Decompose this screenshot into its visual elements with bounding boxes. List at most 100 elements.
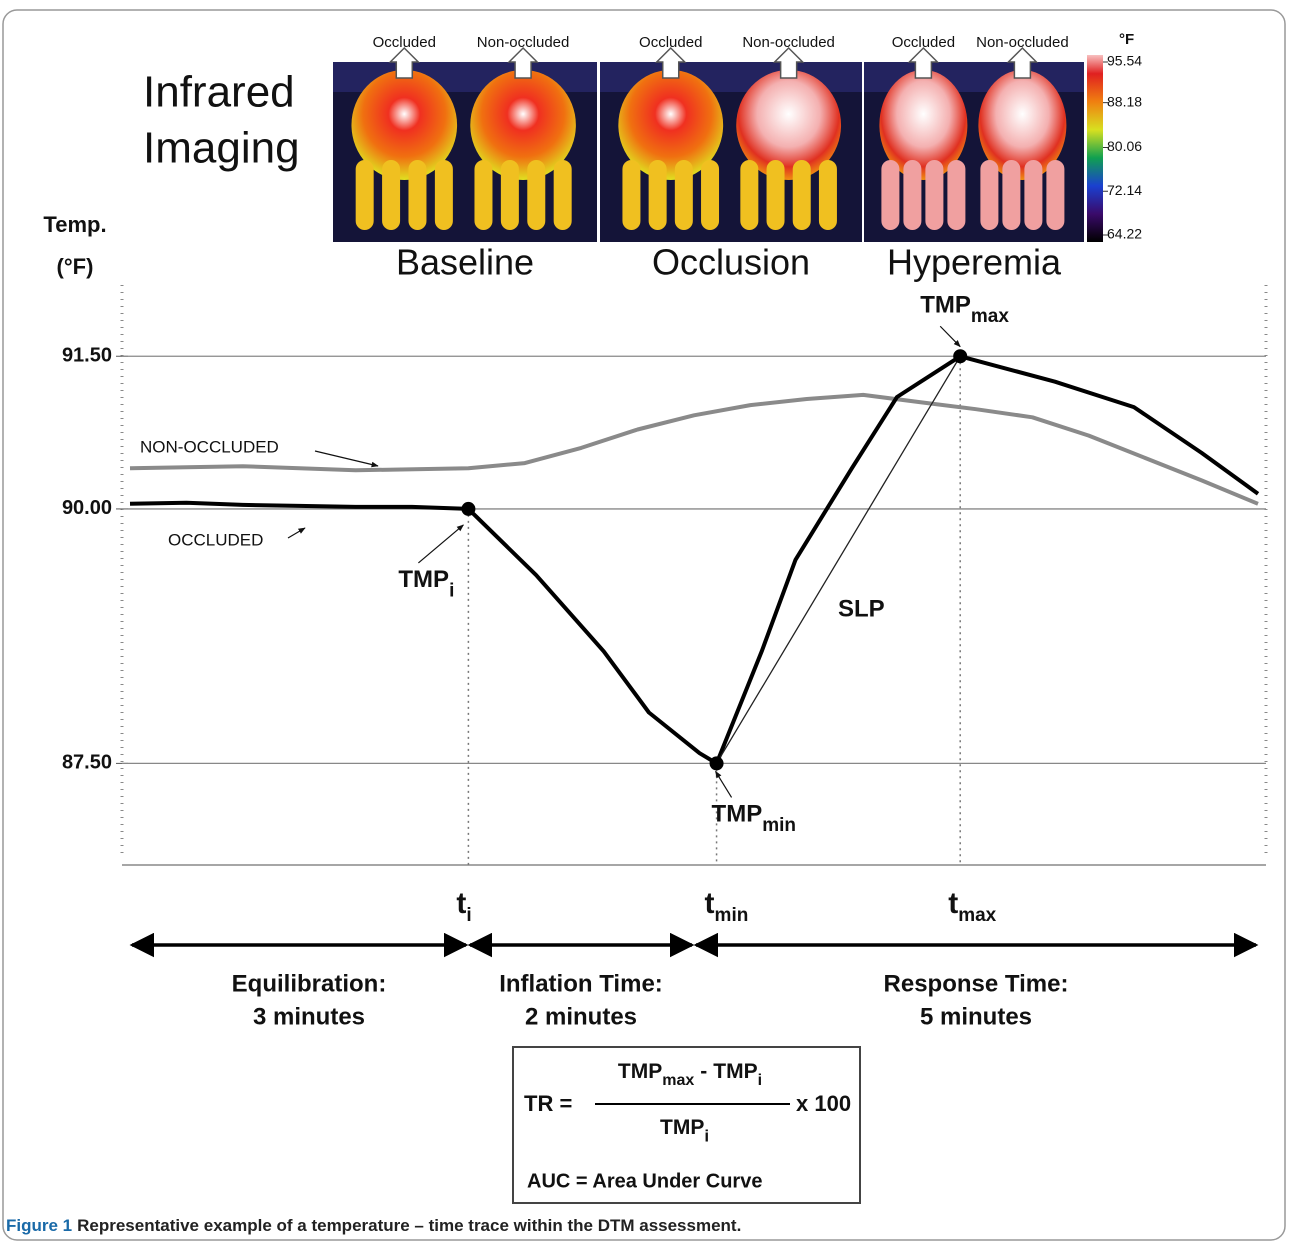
- caption-label: Figure 1: [6, 1216, 72, 1235]
- panel-label: Hyperemia: [887, 242, 1062, 283]
- point-marker: [709, 756, 724, 771]
- label-pointer: [314, 450, 379, 468]
- palm: [351, 70, 458, 180]
- point-pointer: [418, 524, 464, 564]
- time-label-sub: i: [466, 905, 471, 926]
- time-label: ti: [456, 887, 471, 926]
- point-marker: [461, 501, 476, 516]
- infrared-title: Imaging: [143, 124, 300, 173]
- side-label: Non-occluded: [976, 34, 1069, 51]
- slope-line: [716, 355, 961, 764]
- finger: [622, 160, 641, 230]
- time-label: tmin: [705, 887, 749, 926]
- time-label-sub: min: [715, 905, 749, 926]
- hand: [879, 70, 968, 230]
- colorbar-tick-label: 95.54: [1107, 53, 1142, 69]
- arrow-up: [772, 46, 805, 79]
- finger: [903, 160, 922, 230]
- phase-label: 3 minutes: [253, 1003, 365, 1030]
- colorbar-tick-label: 72.14: [1107, 182, 1142, 198]
- series-label: NON-OCCLUDED: [140, 437, 279, 456]
- time-label-main: t: [705, 887, 715, 920]
- finger: [527, 160, 546, 230]
- hand: [978, 70, 1067, 230]
- y-axis-label: (°F): [57, 254, 94, 279]
- palm: [736, 70, 842, 180]
- formula-numerator: TMPmax - TMPi: [618, 1060, 762, 1090]
- colorbar-unit: °F: [1119, 31, 1134, 48]
- finger: [980, 160, 999, 230]
- series-line: [129, 392, 1259, 506]
- point-label: TMPi: [398, 566, 454, 601]
- finger: [355, 160, 374, 230]
- time-label: tmax: [948, 887, 996, 926]
- finger: [382, 160, 401, 230]
- point-label-main: TMP: [920, 292, 971, 319]
- finger: [434, 160, 453, 230]
- finger: [925, 160, 944, 230]
- time-label-sub: max: [958, 905, 996, 926]
- arrow-up: [507, 46, 539, 79]
- y-tick-label: 87.50: [62, 752, 112, 774]
- hand: [470, 70, 576, 230]
- formula-lhs: TR =: [524, 1091, 572, 1116]
- finger: [474, 160, 493, 230]
- finger: [701, 160, 720, 230]
- colorbar: [1087, 55, 1103, 242]
- finger: [881, 160, 900, 230]
- slope-label: SLP: [838, 595, 885, 622]
- finger: [408, 160, 427, 230]
- colorbar-tick-label: 64.22: [1107, 226, 1142, 242]
- point-label-sub: min: [762, 815, 796, 836]
- phase-label: Response Time:: [884, 970, 1069, 997]
- y-tick-label: 91.50: [62, 345, 112, 367]
- point-label: TMPmin: [712, 801, 796, 836]
- operator: -: [700, 1060, 707, 1083]
- formula-denominator-sub: i: [704, 1127, 709, 1146]
- palm: [470, 70, 576, 180]
- side-label: Occluded: [892, 34, 955, 51]
- finger: [1024, 160, 1043, 230]
- palm: [618, 70, 724, 180]
- palm: [978, 70, 1067, 180]
- panel-label: Occlusion: [652, 242, 810, 283]
- phase-label: Inflation Time:: [499, 970, 663, 997]
- side-label: Occluded: [373, 34, 436, 51]
- point-pointer: [715, 770, 733, 798]
- point-label-sub: i: [449, 581, 454, 602]
- phase-label: Equilibration:: [232, 970, 387, 997]
- phase-label: 2 minutes: [525, 1003, 637, 1030]
- finger: [740, 160, 759, 230]
- finger: [553, 160, 572, 230]
- formula-note: AUC = Area Under Curve: [527, 1170, 762, 1192]
- point-label: TMPmax: [920, 292, 1009, 327]
- formula-factor: x 100: [796, 1091, 851, 1116]
- series-line: [129, 354, 1260, 766]
- arrow-up: [388, 46, 421, 79]
- phase-label: 5 minutes: [920, 1003, 1032, 1030]
- finger: [674, 160, 693, 230]
- arrow-up: [907, 46, 940, 79]
- arrow-up: [654, 46, 687, 79]
- finger: [766, 160, 785, 230]
- finger: [947, 160, 966, 230]
- finger: [792, 160, 811, 230]
- time-label-main: t: [456, 887, 466, 920]
- point-label-main: TMP: [712, 801, 763, 828]
- point-label-sub: max: [971, 306, 1009, 327]
- finger: [648, 160, 667, 230]
- side-label: Non-occluded: [477, 34, 570, 51]
- colorbar-tick-label: 80.06: [1107, 138, 1142, 154]
- finger: [500, 160, 519, 230]
- caption-text: Representative example of a temperature …: [77, 1216, 741, 1235]
- side-label: Occluded: [639, 34, 702, 51]
- infrared-title: Infrared: [143, 68, 295, 117]
- formula-box: [512, 1046, 861, 1204]
- time-label-main: t: [948, 887, 958, 920]
- point-label-main: TMP: [398, 566, 449, 593]
- term: TMP: [618, 1060, 662, 1083]
- formula-denominator: TMPi: [660, 1116, 709, 1146]
- finger: [1002, 160, 1021, 230]
- arrow-up: [1006, 46, 1039, 79]
